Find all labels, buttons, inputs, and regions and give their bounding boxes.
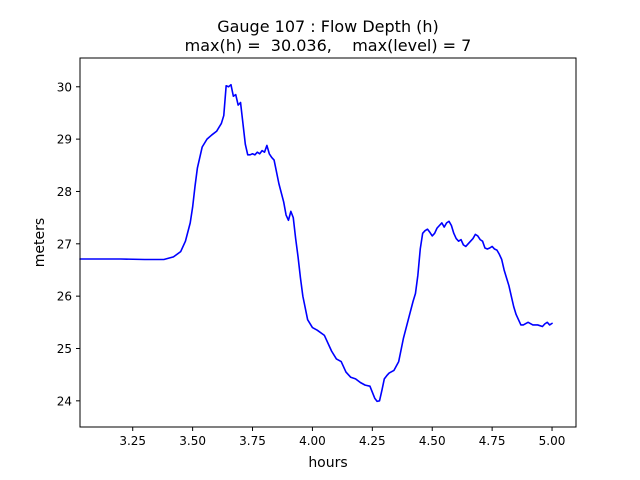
x-axis-ticks: 3.25 3.50 3.75 4.00 4.25 4.50 4.75 5.00: [119, 427, 565, 448]
x-tick-label: 4.25: [359, 434, 386, 448]
x-tick-label: 4.50: [419, 434, 446, 448]
y-axis-label: meters: [32, 218, 48, 267]
y-tick-label: 26: [57, 290, 72, 304]
x-tick-label: 3.50: [179, 434, 206, 448]
y-tick-label: 24: [57, 394, 72, 408]
plot-frame: [79, 57, 577, 428]
x-tick-label: 3.75: [239, 434, 266, 448]
x-tick-label: 4.75: [479, 434, 506, 448]
y-tick-label: 30: [57, 80, 72, 94]
x-axis-label: hours: [308, 455, 347, 471]
y-tick-label: 28: [57, 185, 72, 199]
y-tick-label: 25: [57, 342, 72, 356]
chart-title-line-2: max(h) = 30.036, max(level) = 7: [185, 36, 472, 55]
y-tick-label: 27: [57, 237, 72, 251]
x-tick-label: 4.00: [299, 434, 326, 448]
y-axis-ticks: 24 25 26 27 28 29 30: [57, 80, 80, 408]
x-tick-label: 3.25: [119, 434, 146, 448]
series-line-0: [79, 83, 553, 403]
plot-content: [79, 83, 553, 403]
x-tick-label: 5.00: [539, 434, 566, 448]
y-tick-label: 29: [57, 133, 72, 147]
chart-title-line-1: Gauge 107 : Flow Depth (h): [217, 17, 439, 36]
